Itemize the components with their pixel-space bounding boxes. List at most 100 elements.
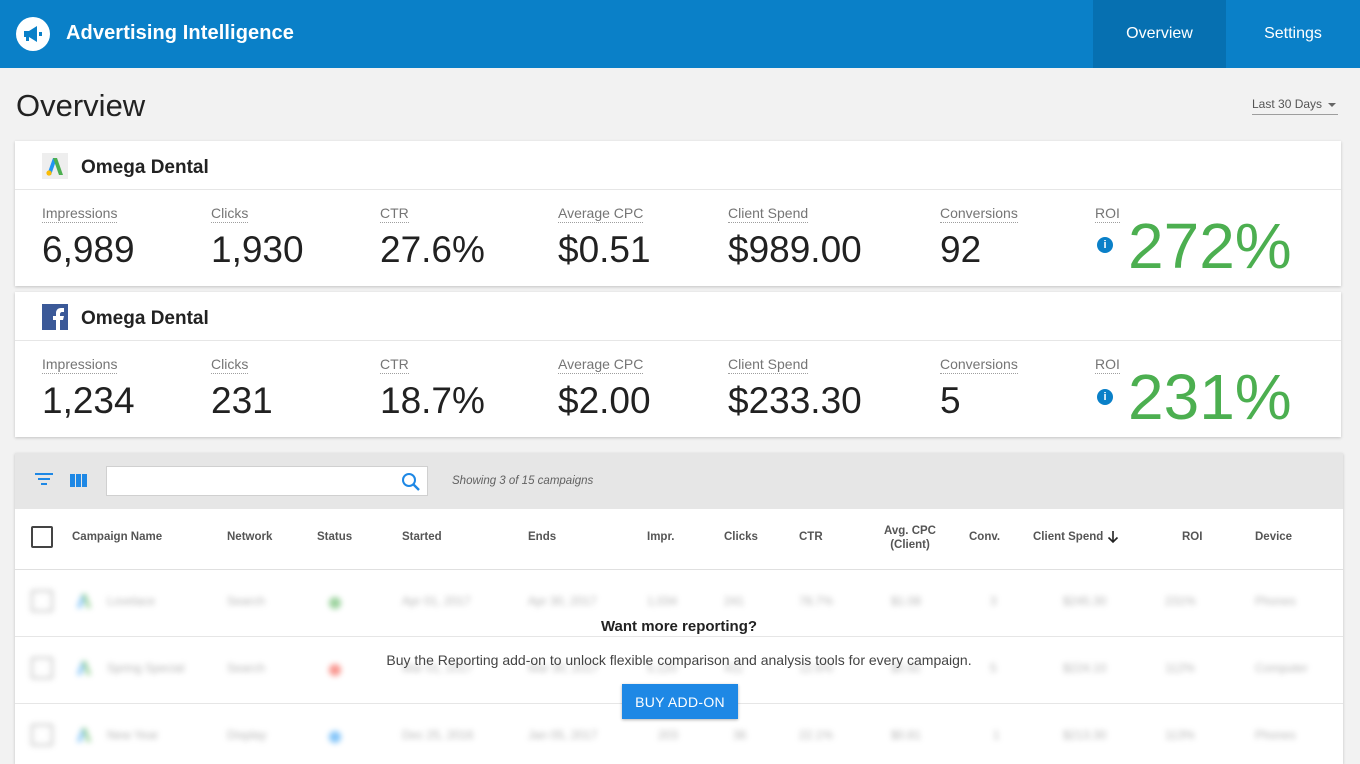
- status-dot: [329, 597, 341, 609]
- metric-value: $2.00: [558, 380, 651, 421]
- column-started[interactable]: Started: [402, 531, 442, 543]
- cell-clicks: 36: [733, 728, 747, 742]
- arrow-down-icon[interactable]: [1107, 530, 1119, 547]
- info-icon[interactable]: i: [1097, 237, 1113, 253]
- date-range-select[interactable]: Last 30 Days: [1252, 97, 1338, 115]
- column-conversions[interactable]: Conv.: [969, 531, 1001, 543]
- cell-network: Search: [227, 661, 266, 675]
- metric-label[interactable]: Impressions: [42, 356, 118, 374]
- cell-roi: 112%: [1165, 661, 1195, 675]
- metric-label[interactable]: CTR: [380, 205, 409, 223]
- metric-conversions: Conversions 92: [940, 205, 1018, 271]
- cell-network: Display: [227, 728, 267, 742]
- metric-label[interactable]: CTR: [380, 356, 409, 374]
- metric-value: $989.00: [728, 229, 862, 270]
- metric-value: 5: [940, 380, 961, 421]
- metric-label[interactable]: Clicks: [211, 205, 249, 223]
- metric-clicks: Clicks 231: [211, 356, 273, 422]
- row-checkbox[interactable]: [31, 724, 53, 746]
- table-row: New Year Display Dec 25, 2016 Jan 05, 20…: [15, 704, 1343, 764]
- cell-clicks: 241: [724, 594, 745, 608]
- metric-value: 1,234: [42, 380, 135, 421]
- metric-value: 18.7%: [380, 380, 485, 421]
- column-clicks[interactable]: Clicks: [724, 531, 758, 543]
- metric-client-spend: Client Spend $989.00: [728, 205, 862, 271]
- cell-ctr: 22.1%: [799, 728, 834, 742]
- column-ctr[interactable]: CTR: [799, 531, 823, 543]
- cell-ctr: 78.7%: [799, 594, 834, 608]
- app-title: Advertising Intelligence: [66, 22, 295, 44]
- column-avg-cpc[interactable]: Avg. CPC (Client): [881, 524, 939, 552]
- page-title: Overview: [16, 88, 146, 123]
- cell-conversions: 5: [990, 661, 997, 675]
- metric-average-cpc: Average CPC $0.51: [558, 205, 651, 271]
- cell-device: Phones: [1255, 594, 1296, 608]
- cell-ends: Jan 05, 2017: [528, 728, 598, 742]
- filter-icon[interactable]: [35, 472, 53, 491]
- metric-label[interactable]: ROI: [1095, 356, 1120, 374]
- column-device[interactable]: Device: [1255, 531, 1293, 543]
- metric-client-spend: Client Spend $233.30: [728, 356, 862, 422]
- metric-label[interactable]: Impressions: [42, 205, 118, 223]
- column-network[interactable]: Network: [227, 531, 273, 543]
- column-impressions[interactable]: Impr.: [647, 531, 675, 543]
- column-campaign-name[interactable]: Campaign Name: [72, 531, 163, 543]
- select-all-checkbox[interactable]: [31, 526, 53, 548]
- buy-add-on-button[interactable]: BUY ADD-ON: [622, 684, 738, 719]
- cell-campaign-name: Spring Special: [107, 661, 185, 675]
- metric-value: 27.6%: [380, 229, 485, 270]
- metric-average-cpc: Average CPC $2.00: [558, 356, 651, 422]
- metric-impressions: Impressions 1,234: [42, 356, 135, 422]
- status-dot: [329, 664, 341, 676]
- cell-clicks: 411: [724, 661, 744, 675]
- column-client-spend[interactable]: Client Spend: [1033, 531, 1104, 543]
- upsell-text: Buy the Reporting add-on to unlock flexi…: [386, 652, 972, 668]
- cell-campaign-name: New Year: [107, 728, 159, 742]
- metric-label[interactable]: Average CPC: [558, 356, 644, 374]
- top-app-bar: Advertising Intelligence Overview Settin…: [0, 0, 1360, 68]
- cell-conversions: 1: [993, 728, 1000, 742]
- megaphone-icon: [16, 17, 50, 51]
- cell-ctr: 12.6%: [799, 661, 834, 675]
- metric-roi: ROI: [1095, 205, 1120, 223]
- search-icon[interactable]: [401, 472, 421, 492]
- metric-label[interactable]: Conversions: [940, 205, 1018, 223]
- metric-clicks: Clicks 1,930: [211, 205, 304, 271]
- metric-label[interactable]: Clicks: [211, 356, 249, 374]
- cell-conversions: 3: [990, 594, 997, 608]
- cell-started: Apr 01, 2017: [402, 594, 471, 608]
- table-toolbar: Showing 3 of 15 campaigns: [15, 453, 1343, 509]
- column-ends[interactable]: Ends: [528, 531, 557, 543]
- metric-value: $0.51: [558, 229, 651, 270]
- metric-label[interactable]: ROI: [1095, 205, 1120, 223]
- search-input[interactable]: [111, 470, 391, 492]
- cell-client-spend: $213.30: [1063, 728, 1107, 742]
- search-box: [106, 466, 428, 496]
- network-summary-card-facebook: Omega Dental Impressions 1,234 Clicks 23…: [15, 292, 1341, 437]
- google-ads-icon: [42, 153, 68, 179]
- blurred-row-content: Lovelace Search Apr 01, 2017 Apr 30, 201…: [15, 570, 1343, 636]
- metric-label[interactable]: Conversions: [940, 356, 1018, 374]
- column-status[interactable]: Status: [317, 531, 353, 543]
- info-icon[interactable]: i: [1097, 389, 1113, 405]
- date-range-value: Last 30 Days: [1252, 97, 1323, 111]
- columns-icon[interactable]: [70, 474, 87, 492]
- card-header: Omega Dental: [15, 292, 1341, 341]
- nav-tab-settings[interactable]: Settings: [1264, 25, 1322, 42]
- nav-tab-overview[interactable]: Overview: [1093, 0, 1226, 68]
- account-name: Omega Dental: [81, 157, 209, 178]
- cell-avg-cpc: $1.08: [891, 594, 922, 608]
- metric-roi: ROI: [1095, 356, 1120, 374]
- metric-label[interactable]: Client Spend: [728, 356, 809, 374]
- metric-value: $233.30: [728, 380, 862, 421]
- metric-label[interactable]: Client Spend: [728, 205, 809, 223]
- cell-impressions: 203: [658, 728, 679, 742]
- row-checkbox[interactable]: [31, 590, 53, 612]
- row-checkbox[interactable]: [31, 657, 53, 679]
- metric-label[interactable]: Average CPC: [558, 205, 644, 223]
- cell-device: Phones: [1255, 728, 1296, 742]
- metric-value: 92: [940, 229, 982, 270]
- column-roi[interactable]: ROI: [1182, 531, 1203, 543]
- column-avg-cpc-line1: Avg. CPC: [884, 525, 936, 537]
- google-ads-icon: [77, 594, 91, 608]
